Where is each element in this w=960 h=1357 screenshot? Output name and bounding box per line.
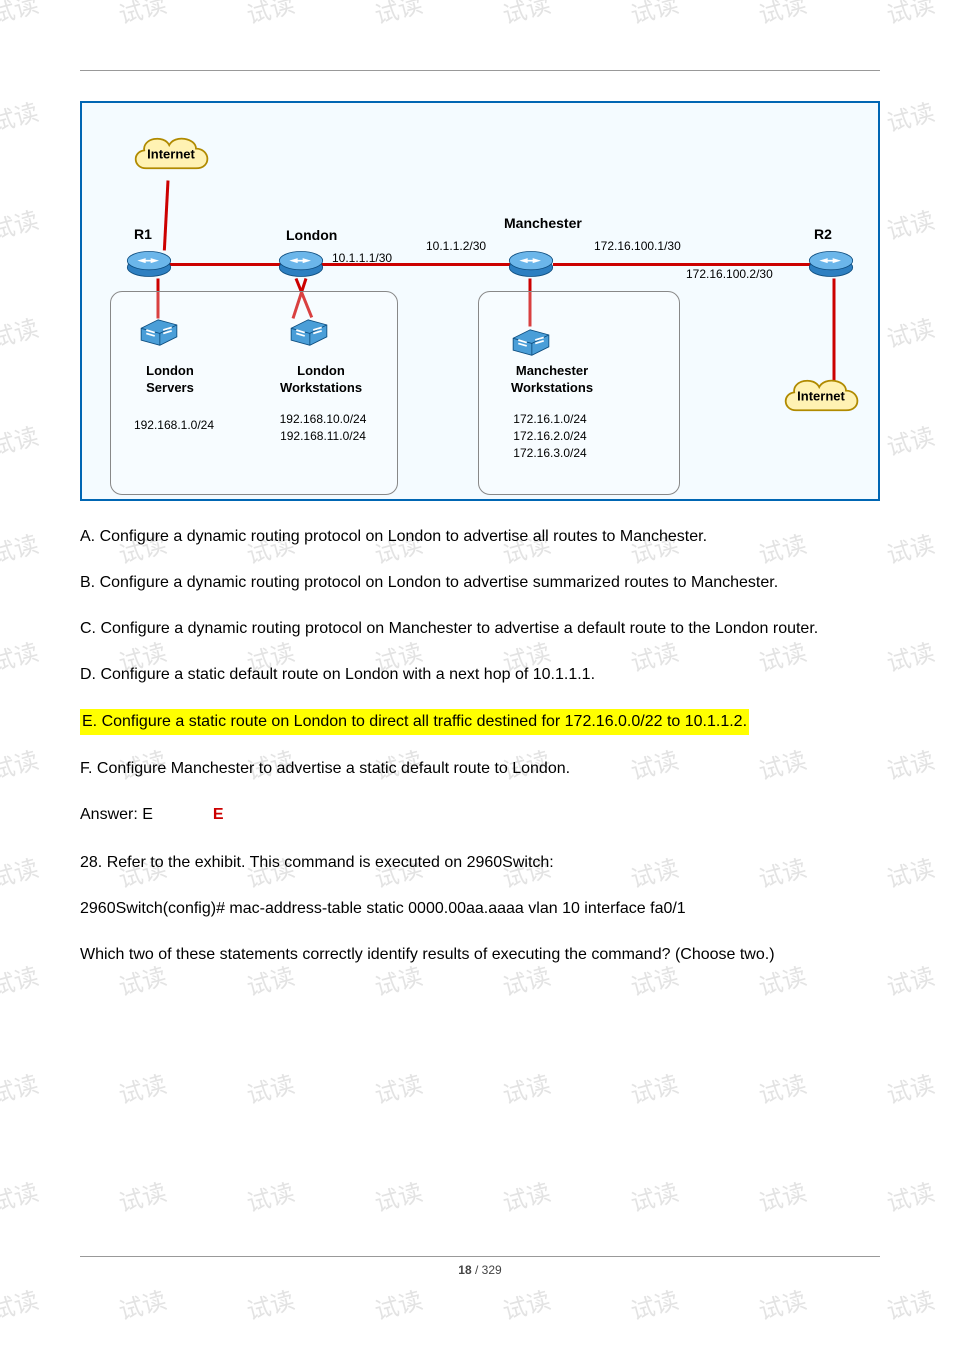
watermark: 试读 bbox=[0, 308, 42, 354]
internet-top: Internet bbox=[126, 129, 216, 179]
group-label-2: ManchesterWorkstations bbox=[492, 363, 612, 397]
watermark: 试读 bbox=[114, 1172, 169, 1218]
watermark: 试读 bbox=[242, 1280, 297, 1326]
watermark: 试读 bbox=[754, 1172, 809, 1218]
watermark: 试读 bbox=[754, 1064, 809, 1110]
answer-options: A. Configure a dynamic routing protocol … bbox=[80, 525, 880, 827]
watermark: 试读 bbox=[0, 956, 42, 1002]
router-london-label: London bbox=[286, 227, 337, 243]
link bbox=[163, 180, 170, 250]
group-label-1: LondonWorkstations bbox=[266, 363, 376, 397]
router-manchester bbox=[506, 249, 556, 279]
page-total: 329 bbox=[482, 1263, 502, 1277]
switch-sw-manchester-ws bbox=[508, 323, 554, 357]
network-diagram: Internet Internet R1 London 10.1.1.1/30 Manch… bbox=[80, 101, 880, 501]
watermark: 试读 bbox=[754, 0, 809, 31]
router-r2 bbox=[806, 249, 856, 279]
watermark: 试读 bbox=[114, 0, 169, 31]
group-label-0: LondonServers bbox=[130, 363, 210, 397]
watermark: 试读 bbox=[882, 524, 937, 570]
option-e: E. Configure a static route on London to… bbox=[80, 709, 880, 735]
watermark: 试读 bbox=[242, 0, 297, 31]
option-f: F. Configure Manchester to advertise a s… bbox=[80, 757, 880, 781]
watermark: 试读 bbox=[0, 1172, 42, 1218]
watermark: 试读 bbox=[498, 1280, 553, 1326]
watermark: 试读 bbox=[882, 416, 937, 462]
watermark: 试读 bbox=[0, 632, 42, 678]
watermark: 试读 bbox=[370, 0, 425, 31]
watermark: 试读 bbox=[882, 308, 937, 354]
switch-sw-london-ws bbox=[286, 313, 332, 347]
watermark: 试读 bbox=[882, 1280, 937, 1326]
watermark: 试读 bbox=[882, 92, 937, 138]
watermark: 试读 bbox=[754, 1280, 809, 1326]
watermark: 试读 bbox=[882, 956, 937, 1002]
watermark: 试读 bbox=[626, 1064, 681, 1110]
router-r1 bbox=[124, 249, 174, 279]
watermark: 试读 bbox=[882, 1064, 937, 1110]
watermark: 试读 bbox=[498, 0, 553, 31]
link bbox=[164, 263, 284, 266]
watermark: 试读 bbox=[498, 1064, 553, 1110]
watermark: 试读 bbox=[882, 740, 937, 786]
watermark: 试读 bbox=[0, 524, 42, 570]
internet-right-label: Internet bbox=[797, 389, 845, 404]
answer-line: Answer: E E bbox=[80, 803, 880, 827]
watermark: 试读 bbox=[882, 1172, 937, 1218]
subnet-0: 192.168.1.0/24 bbox=[124, 417, 224, 434]
option-b: B. Configure a dynamic routing protocol … bbox=[80, 571, 880, 595]
watermark: 试读 bbox=[0, 200, 42, 246]
watermark: 试读 bbox=[114, 1064, 169, 1110]
watermark: 试读 bbox=[0, 416, 42, 462]
watermark: 试读 bbox=[626, 0, 681, 31]
watermark: 试读 bbox=[626, 1280, 681, 1326]
watermark: 试读 bbox=[0, 1064, 42, 1110]
internet-right: Internet bbox=[776, 371, 866, 421]
switch-sw-london-servers bbox=[136, 313, 182, 347]
watermark: 试读 bbox=[626, 1172, 681, 1218]
watermark: 试读 bbox=[370, 1064, 425, 1110]
watermark: 试读 bbox=[0, 92, 42, 138]
watermark: 试读 bbox=[0, 0, 42, 31]
watermark: 试读 bbox=[882, 0, 937, 31]
subnet-2: 172.16.1.0/24172.16.2.0/24172.16.3.0/24 bbox=[500, 411, 600, 461]
watermark: 试读 bbox=[0, 740, 42, 786]
watermark: 试读 bbox=[370, 1172, 425, 1218]
q28-line2: 2960Switch(config)# mac-address-table st… bbox=[80, 897, 880, 921]
router-manchester-ip-right: 172.16.100.1/30 bbox=[594, 239, 681, 253]
option-c: C. Configure a dynamic routing protocol … bbox=[80, 617, 880, 641]
page-current: 18 bbox=[458, 1263, 471, 1277]
option-a: A. Configure a dynamic routing protocol … bbox=[80, 525, 880, 549]
answer-red: E bbox=[213, 803, 224, 827]
router-london-ip: 10.1.1.1/30 bbox=[332, 251, 392, 265]
router-manchester-label: Manchester bbox=[504, 215, 582, 231]
q28-line1: 28. Refer to the exhibit. This command i… bbox=[80, 851, 880, 875]
watermark: 试读 bbox=[882, 632, 937, 678]
router-r2-ip: 172.16.100.2/30 bbox=[686, 267, 773, 281]
internet-top-label: Internet bbox=[147, 147, 195, 162]
router-r2-label: R2 bbox=[814, 226, 832, 242]
q28-line3: Which two of these statements correctly … bbox=[80, 943, 880, 967]
router-london bbox=[276, 249, 326, 279]
answer-label: Answer: E bbox=[80, 806, 153, 823]
watermark: 试读 bbox=[242, 1064, 297, 1110]
question-28: 28. Refer to the exhibit. This command i… bbox=[80, 851, 880, 967]
highlight: E. Configure a static route on London to… bbox=[80, 709, 749, 735]
watermark: 试读 bbox=[0, 848, 42, 894]
watermark: 试读 bbox=[498, 1172, 553, 1218]
router-r1-label: R1 bbox=[134, 226, 152, 242]
watermark: 试读 bbox=[370, 1280, 425, 1326]
watermark: 试读 bbox=[114, 1280, 169, 1326]
top-rule bbox=[80, 70, 880, 71]
watermark: 试读 bbox=[882, 848, 937, 894]
subnet-1: 192.168.10.0/24192.168.11.0/24 bbox=[268, 411, 378, 445]
watermark: 试读 bbox=[882, 200, 937, 246]
page-footer: 18 / 329 bbox=[80, 1256, 880, 1277]
router-manchester-ip-left: 10.1.1.2/30 bbox=[426, 239, 486, 253]
link bbox=[553, 263, 811, 266]
watermark: 试读 bbox=[0, 1280, 42, 1326]
watermark: 试读 bbox=[242, 1172, 297, 1218]
option-d: D. Configure a static default route on L… bbox=[80, 663, 880, 687]
